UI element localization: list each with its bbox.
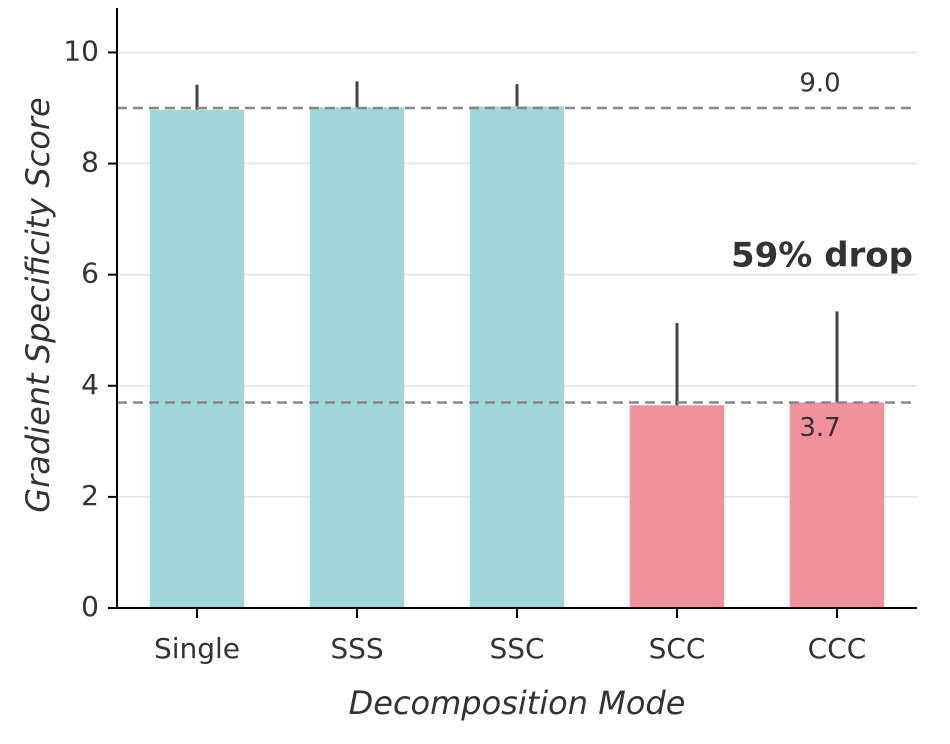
x-tick-label: SSC	[489, 632, 544, 665]
reference-label: 9.0	[799, 69, 840, 99]
bar	[469, 106, 565, 608]
bar	[629, 405, 725, 608]
y-axis-label: Gradient Specificity Score	[19, 97, 57, 512]
y-tick-label: 10	[63, 34, 99, 67]
y-tick-label: 4	[81, 368, 99, 401]
annotation: 59% drop	[731, 236, 913, 276]
bar	[149, 109, 245, 609]
x-axis-label: Decomposition Mode	[349, 684, 686, 722]
y-tick-label: 2	[81, 479, 99, 512]
reference-label: 3.7	[799, 413, 840, 443]
x-tick-label: Single	[154, 632, 240, 665]
x-tick-label: CCC	[808, 632, 867, 665]
y-tick-label: 8	[81, 146, 99, 179]
bar	[789, 402, 885, 608]
y-tick-label: 0	[81, 590, 99, 623]
x-tick-label: SSS	[330, 632, 383, 665]
bar	[309, 107, 405, 608]
x-tick-label: SCC	[649, 632, 706, 665]
y-tick-label: 6	[81, 257, 99, 290]
